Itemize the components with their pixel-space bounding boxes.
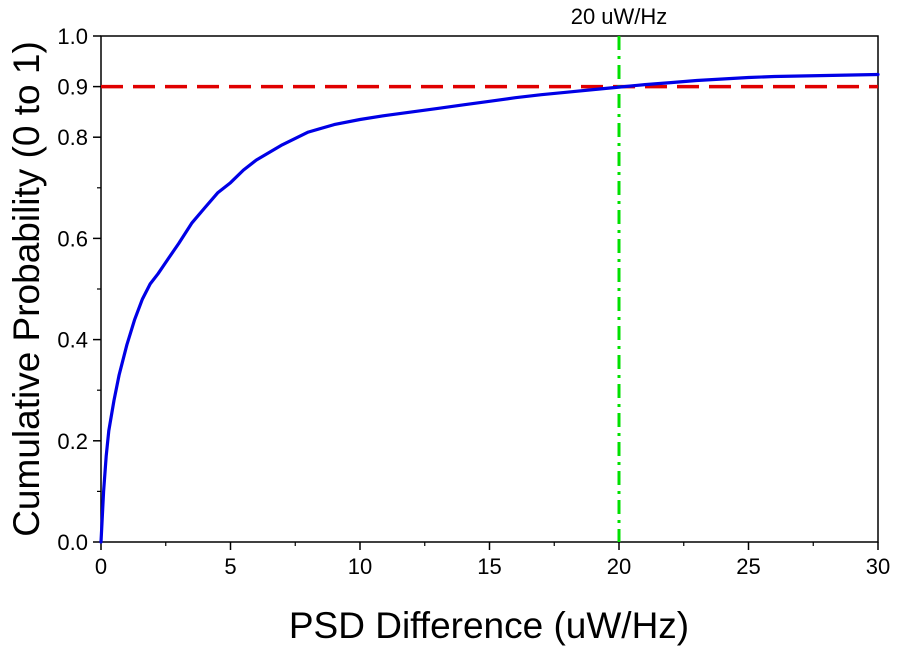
y-tick-label: 0.0 — [57, 530, 88, 555]
y-tick-label: 1.0 — [57, 24, 88, 49]
y-tick-label: 0.8 — [57, 125, 88, 150]
y-tick-label: 0.6 — [57, 226, 88, 251]
y-tick-label: 0.2 — [57, 429, 88, 454]
x-axis-title: PSD Difference (uW/Hz) — [289, 605, 689, 646]
y-tick-label: 0.4 — [57, 328, 88, 353]
x-tick-label: 15 — [477, 554, 501, 579]
x-tick-label: 0 — [95, 554, 107, 579]
x-tick-label: 5 — [224, 554, 236, 579]
x-tick-label: 20 — [607, 554, 631, 579]
y-tick-label: 0.9 — [57, 75, 88, 100]
plot-area-frame — [100, 35, 879, 543]
cdf-series-line — [99, 72, 880, 544]
x-tick-label: 10 — [348, 554, 372, 579]
reference-line-label: 20 uW/Hz — [571, 4, 668, 29]
x-tick-label: 25 — [736, 554, 760, 579]
y-axis-title: Cumulative Probability (0 to 1) — [6, 41, 47, 537]
x-tick-label: 30 — [866, 554, 890, 579]
